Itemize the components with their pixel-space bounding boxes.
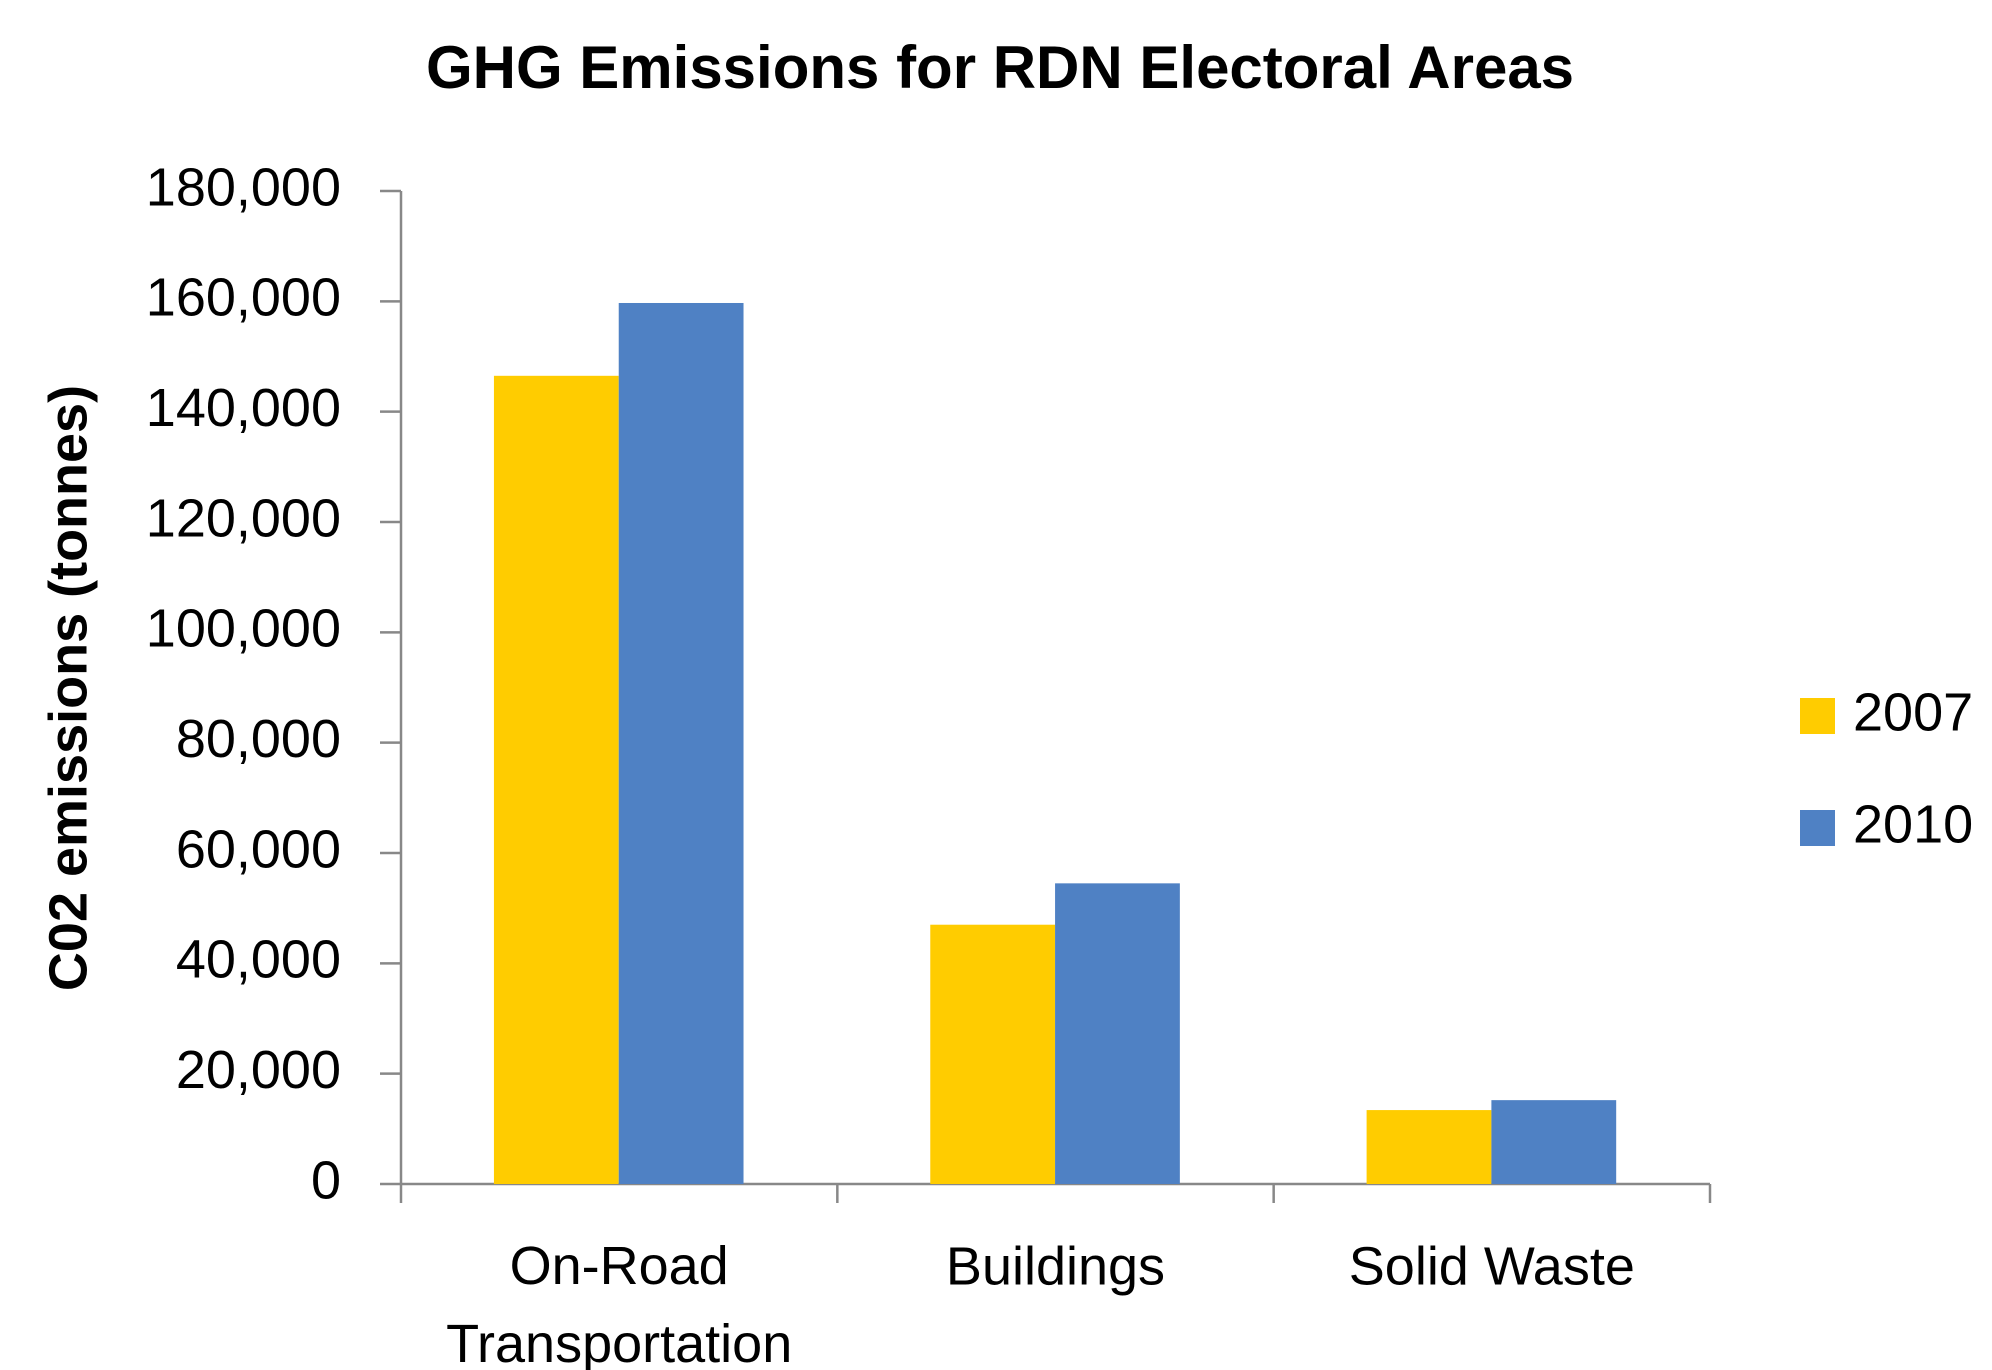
x-tick-label: Buildings bbox=[946, 1236, 1165, 1296]
y-tick-label: 0 bbox=[311, 1150, 341, 1210]
bar bbox=[930, 924, 1056, 1184]
bar bbox=[1366, 1110, 1492, 1184]
y-tick-label: 60,000 bbox=[176, 819, 341, 879]
bar bbox=[493, 375, 619, 1184]
legend-swatch bbox=[1800, 810, 1835, 846]
y-tick-label: 160,000 bbox=[146, 268, 341, 328]
x-tick-label: Solid Waste bbox=[1349, 1236, 1635, 1296]
y-tick-label: 140,000 bbox=[146, 378, 341, 438]
y-tick-label: 20,000 bbox=[176, 1040, 341, 1100]
bar bbox=[1491, 1100, 1617, 1184]
y-tick-label: 120,000 bbox=[146, 488, 341, 548]
legend-label: 2007 bbox=[1853, 682, 1973, 742]
legend-swatch bbox=[1800, 698, 1835, 734]
y-tick-label: 100,000 bbox=[146, 599, 341, 659]
y-axis-label: C02 emissions (tonnes) bbox=[38, 385, 98, 991]
y-tick-label: 40,000 bbox=[176, 930, 341, 990]
bar bbox=[1055, 883, 1180, 1184]
chart-title: GHG Emissions for RDN Electoral Areas bbox=[426, 34, 1574, 101]
bar bbox=[618, 302, 744, 1184]
legend-label: 2010 bbox=[1853, 794, 1973, 854]
x-tick-label: On-Road Transportation bbox=[446, 1236, 792, 1370]
y-tick-label: 80,000 bbox=[176, 709, 341, 769]
y-tick-label: 180,000 bbox=[146, 157, 341, 217]
